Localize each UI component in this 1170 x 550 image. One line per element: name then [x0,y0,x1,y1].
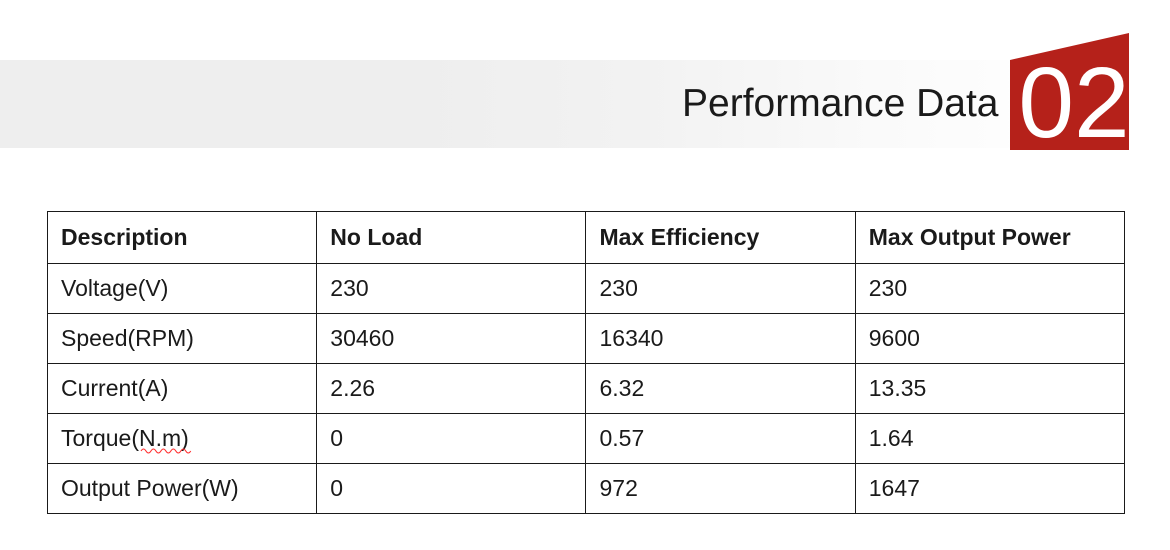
svg-text:02: 02 [1018,47,1129,150]
